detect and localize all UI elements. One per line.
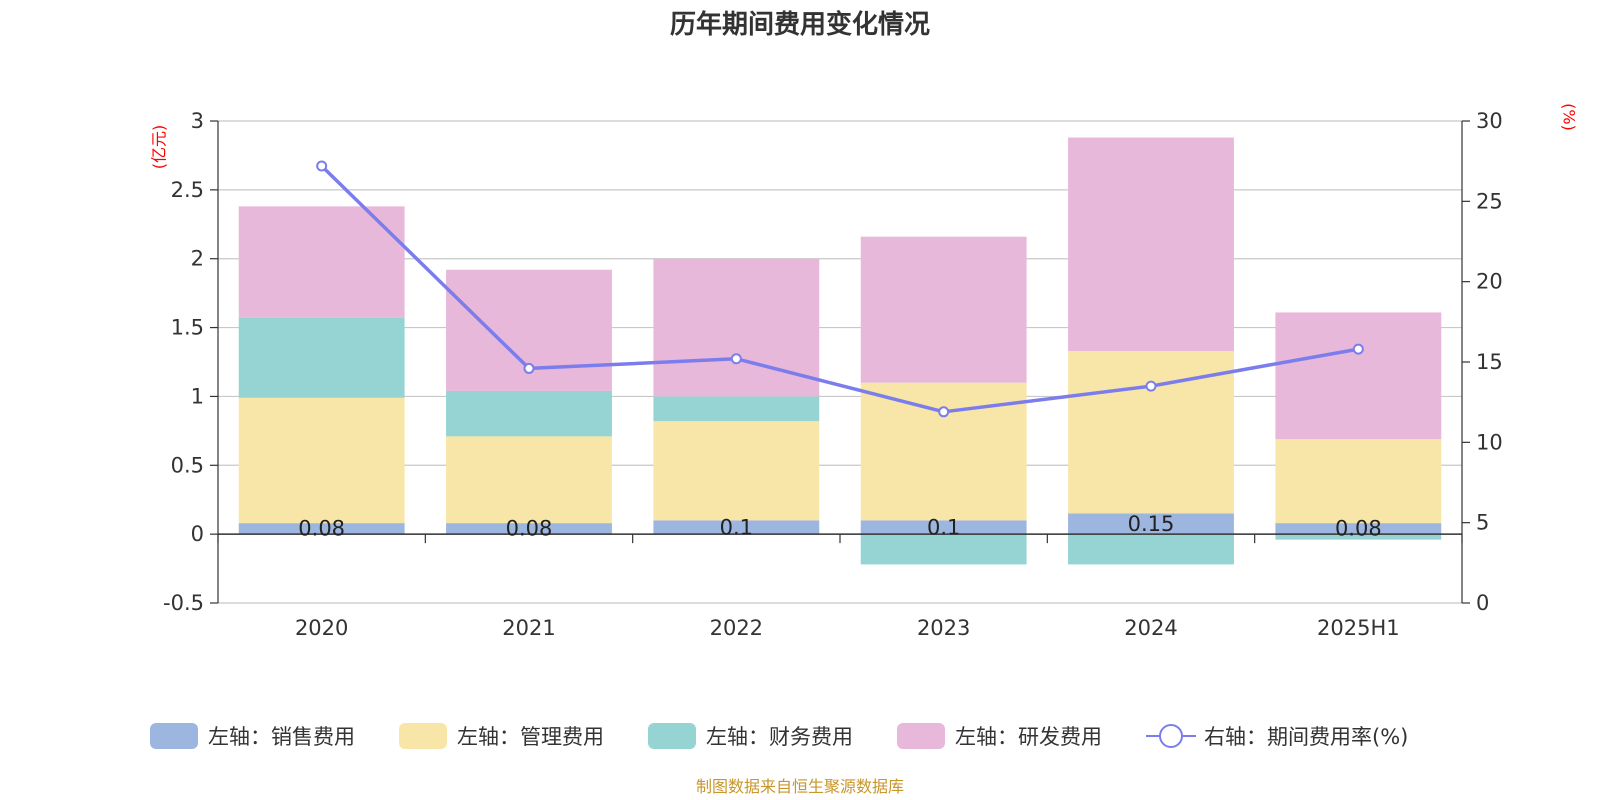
bar-segment <box>446 523 612 535</box>
line-layer <box>316 160 1364 418</box>
bar-segment <box>1275 534 1442 540</box>
line-point <box>1352 343 1364 355</box>
legend-marker-swatch <box>1159 724 1183 748</box>
left-axis-tick-label: 0.5 <box>171 453 204 477</box>
line-point <box>730 353 742 365</box>
left-axis-tick-label: -0.5 <box>163 591 204 615</box>
bar-segment <box>1068 513 1234 535</box>
bar-segment <box>653 258 820 397</box>
left-axis-tick-label: 1 <box>191 384 204 408</box>
bar-segment <box>1275 312 1442 440</box>
left-axis-tick-label: 0 <box>191 522 204 546</box>
bar-segment <box>653 396 820 422</box>
x-axis-tick-label: 2022 <box>710 616 763 640</box>
legend-label: 右轴：期间费用率(%) <box>1204 725 1408 749</box>
right-axis-tick-label: 5 <box>1476 511 1489 535</box>
data-label: 0.08 <box>298 517 345 541</box>
bar-segment <box>1275 439 1442 524</box>
legend-color-swatch <box>399 723 447 749</box>
chart-title: 历年期间费用变化情况 <box>670 9 930 40</box>
left-axis-tick-label: 3 <box>191 109 204 133</box>
bar-segment <box>446 390 612 437</box>
line-point <box>1145 380 1157 392</box>
bar-segment <box>238 397 405 524</box>
legend-label: 左轴：财务费用 <box>706 725 853 749</box>
source-note: 制图数据来自恒生聚源数据库 <box>696 777 904 796</box>
line-point <box>316 160 328 172</box>
bar-segment <box>238 317 405 398</box>
bar-segment <box>1275 523 1442 535</box>
left-axis-tick-label: 2.5 <box>171 178 204 202</box>
bar-segment <box>238 523 405 535</box>
data-label: 0.15 <box>1128 512 1175 536</box>
data-labels-layer: 0.08 0.08 0.1 0.1 0.15 0.08 <box>298 512 1381 541</box>
bar-segment <box>1068 137 1234 351</box>
legend-color-swatch <box>150 723 198 749</box>
bar-segment <box>653 520 820 535</box>
x-axis-tick-label: 2023 <box>917 616 970 640</box>
line-point <box>938 406 950 418</box>
legend-label: 左轴：销售费用 <box>208 725 355 749</box>
bar-segment <box>860 520 1027 535</box>
left-axis-unit: (亿元) <box>150 125 169 170</box>
right-axis-tick-label: 10 <box>1476 430 1503 454</box>
bar-segment <box>1068 350 1234 514</box>
right-axis-tick-label: 25 <box>1476 189 1503 213</box>
legend-label: 左轴：管理费用 <box>457 725 604 749</box>
data-label: 0.1 <box>927 515 960 539</box>
legend-color-swatch <box>648 723 696 749</box>
x-axis-tick-label: 2021 <box>502 616 555 640</box>
bar-segment <box>860 534 1027 565</box>
x-axis-tick-label: 2024 <box>1124 616 1177 640</box>
series-line <box>320 164 1359 414</box>
right-axis-tick-label: 15 <box>1476 350 1503 374</box>
right-axis-unit: (%) <box>1560 103 1579 131</box>
line-point <box>523 362 535 374</box>
legend-label: 左轴：研发费用 <box>955 725 1102 749</box>
right-axis-tick-label: 0 <box>1476 591 1489 615</box>
bar-segment <box>1068 534 1234 565</box>
data-label: 0.08 <box>506 517 553 541</box>
data-label: 0.1 <box>720 515 753 539</box>
bar-segment <box>653 421 820 521</box>
bar-segment <box>446 436 612 524</box>
x-axis-tick-label: 2020 <box>295 616 348 640</box>
x-axis-tick-label: 2025H1 <box>1317 616 1400 640</box>
bar-segment <box>238 206 405 318</box>
right-axis-tick-label: 20 <box>1476 270 1503 294</box>
data-label: 0.08 <box>1335 517 1382 541</box>
bars-layer <box>238 137 1442 565</box>
right-axis-tick-label: 30 <box>1476 109 1503 133</box>
left-axis-tick-label: 2 <box>191 247 204 271</box>
left-axis-tick-label: 1.5 <box>171 316 204 340</box>
legend-color-swatch <box>897 723 945 749</box>
legend: 左轴：销售费用 左轴：管理费用 左轴：财务费用 左轴：研发费用 右轴：期间费用率(%) <box>150 723 1408 749</box>
bar-segment <box>860 236 1027 383</box>
axes-layer: 3 2.5 2 1.5 1 0.5 0 -0.5 30 25 20 15 10 5 0 2020 2021 202… <box>163 109 1503 640</box>
